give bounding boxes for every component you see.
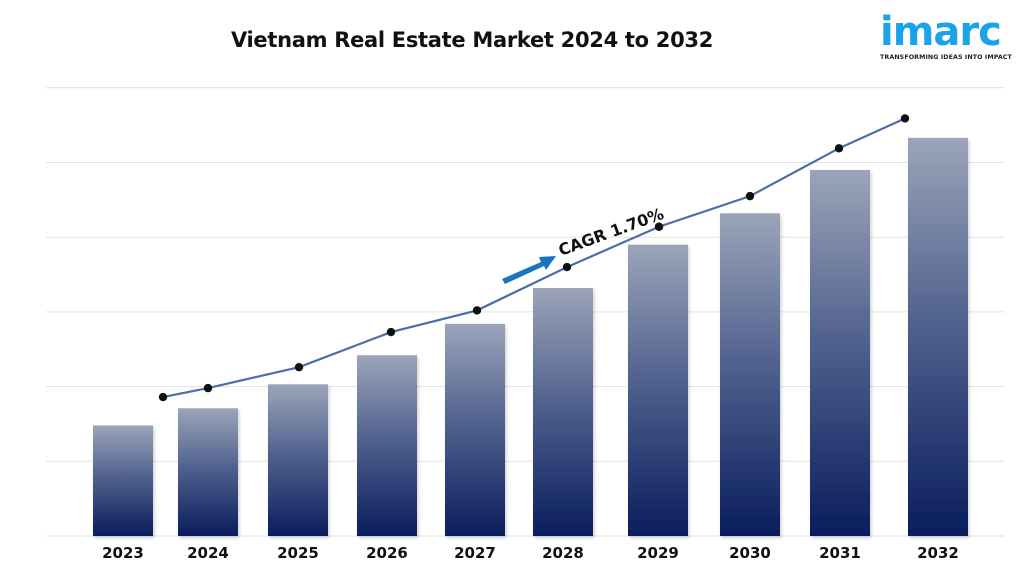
bar-2025 bbox=[268, 384, 328, 536]
x-label-2031: 2031 bbox=[819, 544, 861, 562]
x-label-2029: 2029 bbox=[637, 544, 679, 562]
x-label-2024: 2024 bbox=[187, 544, 229, 562]
x-label-2025: 2025 bbox=[277, 544, 319, 562]
x-axis-labels: 2023 2024 2025 2026 2027 2028 2029 2030 2031 2032 bbox=[102, 544, 959, 562]
x-label-2023: 2023 bbox=[102, 544, 144, 562]
logo-wordmark: imarc bbox=[880, 9, 1002, 55]
trend-marker-2027 bbox=[472, 306, 482, 315]
bar-2028 bbox=[533, 287, 593, 536]
bar-2029 bbox=[628, 244, 688, 537]
imarc-logo: imarc TRANSFORMING IDEAS INTO IMPACT bbox=[880, 4, 1012, 68]
trend-line-group bbox=[158, 114, 910, 402]
bar-2024 bbox=[178, 408, 238, 536]
bar-2031 bbox=[810, 169, 870, 536]
x-label-2032: 2032 bbox=[917, 544, 959, 562]
chart-title: Vietnam Real Estate Market 2024 to 2032 bbox=[230, 28, 714, 52]
bar-2023 bbox=[93, 425, 153, 536]
x-label-2026: 2026 bbox=[366, 544, 408, 562]
bar-2026 bbox=[357, 355, 417, 536]
bar-2032 bbox=[908, 137, 968, 536]
trend-marker-2031 bbox=[834, 144, 844, 153]
bars-group bbox=[93, 137, 968, 537]
trend-marker-2024 bbox=[203, 383, 213, 393]
trend-marker-2032 bbox=[900, 114, 910, 123]
bar-2030 bbox=[720, 213, 780, 536]
trend-marker-2028 bbox=[562, 262, 572, 272]
right-arrow-icon bbox=[502, 256, 556, 284]
x-label-2027: 2027 bbox=[454, 544, 496, 562]
x-label-2030: 2030 bbox=[729, 544, 771, 562]
x-label-2028: 2028 bbox=[542, 544, 584, 562]
trend-marker-2030 bbox=[745, 191, 755, 201]
trend-line bbox=[162, 117, 906, 399]
bar-2027 bbox=[445, 323, 505, 536]
trend-marker-2025 bbox=[294, 362, 304, 372]
trend-marker-2023 bbox=[158, 392, 168, 402]
trend-marker-2029 bbox=[654, 222, 664, 231]
logo-tagline: TRANSFORMING IDEAS INTO IMPACT bbox=[880, 54, 1012, 61]
trend-marker-2026 bbox=[386, 327, 396, 337]
